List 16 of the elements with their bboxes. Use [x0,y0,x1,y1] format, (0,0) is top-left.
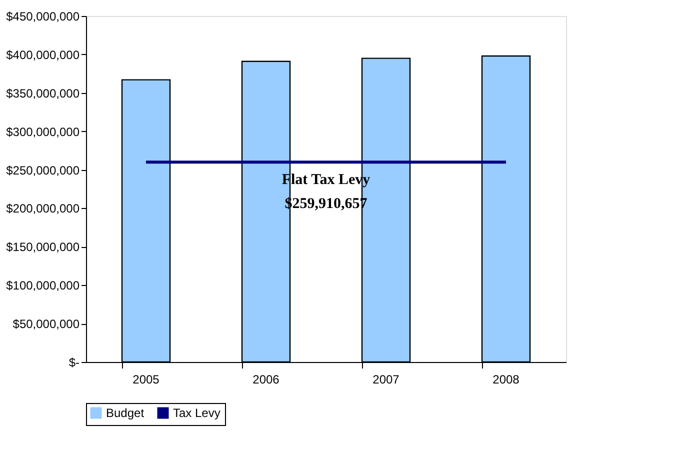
y-tick-label: $- [68,356,80,370]
legend-label: Budget [106,406,145,420]
y-tick-label: $300,000,000 [6,124,80,139]
x-tick-label: 2008 [492,372,520,386]
y-tick-label: $350,000,000 [6,86,80,100]
x-tick-label: 2006 [252,372,280,386]
y-tick-label: $400,000,000 [6,48,80,62]
y-tick-label: $100,000,000 [6,278,80,293]
x-tick-label: 2005 [132,372,160,386]
y-tick-label: $50,000,000 [12,317,80,332]
y-tick-label: $450,000,000 [6,10,80,24]
y-tick-label: $150,000,000 [6,240,80,254]
y-tick-label: $200,000,000 [6,202,80,216]
legend-label: Tax Levy [173,406,220,420]
y-tick-label: $250,000,000 [6,163,80,178]
x-tick-label: 2007 [372,372,400,386]
